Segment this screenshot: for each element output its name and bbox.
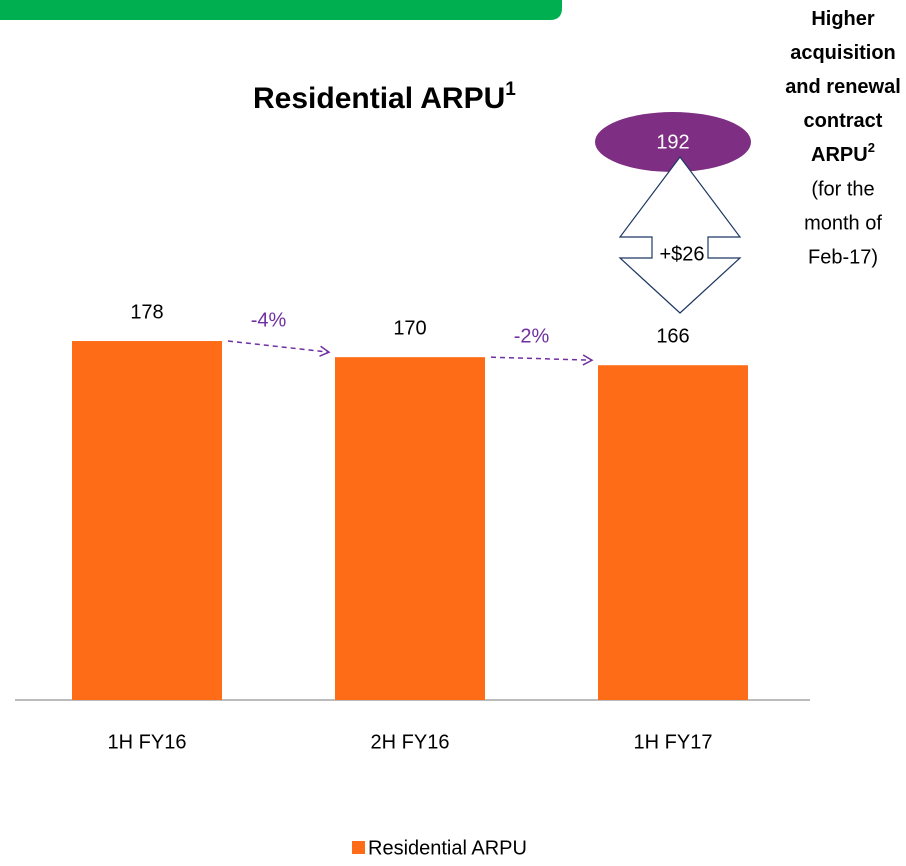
legend-label: Residential ARPU	[368, 837, 527, 859]
change-label: -2%	[514, 325, 550, 347]
highlight-value: 192	[656, 131, 689, 153]
change-arrow	[227, 340, 331, 357]
change-arrow	[490, 354, 594, 366]
change-label: -4%	[251, 309, 287, 331]
note-bold-line: and renewal	[785, 76, 901, 98]
chart-title: Residential ARPU1	[253, 79, 516, 115]
legend-swatch	[352, 841, 365, 854]
bar	[72, 341, 222, 700]
note-bold-line: acquisition	[790, 42, 896, 64]
highlight-ellipse	[595, 112, 751, 172]
note-line: Feb-17)	[808, 246, 878, 268]
x-tick-label: 2H FY16	[371, 731, 450, 753]
note-line: month of	[804, 212, 882, 234]
note-bold-line: ARPU2	[811, 140, 875, 166]
title-text: Residential ARPU	[253, 82, 505, 115]
title-footnote: 1	[505, 79, 516, 100]
bar	[598, 365, 748, 700]
data-label: 166	[656, 326, 689, 348]
bar	[335, 357, 485, 700]
note-text: Higher	[811, 8, 875, 30]
data-label: 170	[393, 317, 426, 339]
note-text: ARPU	[811, 144, 868, 166]
x-tick-label: 1H FY16	[108, 731, 187, 753]
highlight-change: +$26	[659, 243, 704, 265]
note-text: and renewal	[785, 76, 901, 98]
note-footnote: 2	[868, 140, 875, 155]
note-text: contract	[804, 110, 883, 132]
note-text: acquisition	[790, 42, 896, 64]
note-bold-line: Higher	[811, 8, 875, 30]
double-arrow	[618, 156, 742, 314]
header-band	[0, 0, 562, 20]
x-tick-label: 1H FY17	[634, 731, 713, 753]
data-label: 178	[130, 301, 163, 323]
note-line: (for the	[811, 178, 874, 200]
note-bold-line: contract	[804, 110, 883, 132]
